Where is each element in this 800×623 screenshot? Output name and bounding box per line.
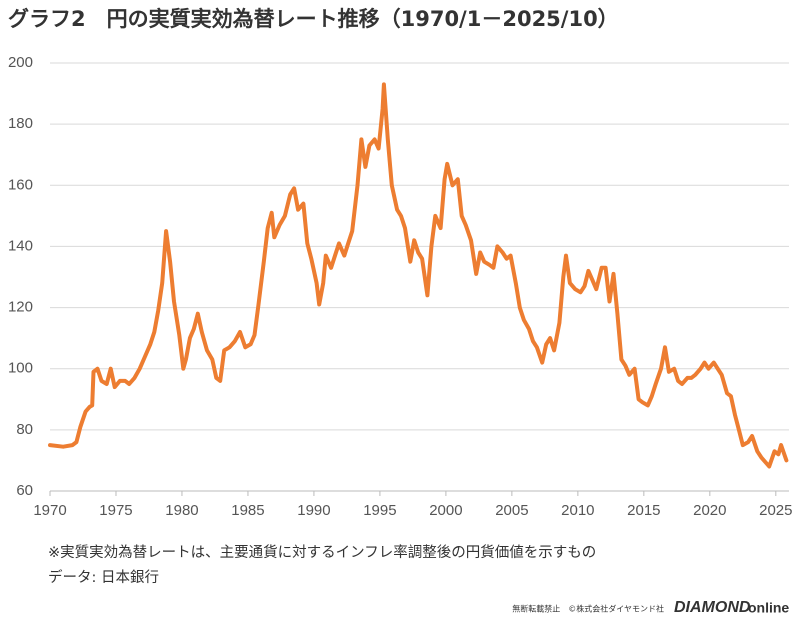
y-tick-label: 60 bbox=[16, 482, 33, 499]
y-tick-label: 120 bbox=[8, 299, 33, 316]
y-tick-label: 80 bbox=[16, 421, 33, 438]
logo: online bbox=[748, 600, 789, 616]
y-tick-label: 140 bbox=[8, 237, 33, 254]
x-tick-label: 1980 bbox=[165, 502, 198, 519]
x-tick-label: 1995 bbox=[363, 502, 396, 519]
copyright: 無断転載禁止 ©株式会社ダイヤモンド社 bbox=[512, 604, 664, 614]
y-tick-label: 100 bbox=[8, 360, 33, 377]
chart-title: グラフ2 円の実質実効為替レート推移（1970/1－2025/10） bbox=[8, 7, 619, 31]
line bbox=[48, 82, 789, 469]
x-tick-label: 2015 bbox=[627, 502, 660, 519]
x-tick-label: 1990 bbox=[297, 502, 330, 519]
note: ※実質実効為替レートは、主要通貨に対するインフレ率調整後の円貨価値を示すもの bbox=[48, 543, 596, 561]
y-tick-label: 160 bbox=[8, 176, 33, 193]
x-tick-label: 2000 bbox=[429, 502, 462, 519]
x-tick-label: 2005 bbox=[495, 502, 528, 519]
x-tick-label: 1975 bbox=[99, 502, 132, 519]
x-tick-label: 1970 bbox=[33, 502, 66, 519]
logo: DIAMOND bbox=[674, 599, 751, 616]
x-tick-label: 1985 bbox=[231, 502, 264, 519]
note: データ: 日本銀行 bbox=[48, 568, 159, 586]
x-tick-label: 2025 bbox=[759, 502, 792, 519]
x-tick-label: 2020 bbox=[693, 502, 726, 519]
y-tick-label: 200 bbox=[8, 54, 33, 71]
y-tick-label: 180 bbox=[8, 115, 33, 132]
x-tick-label: 2010 bbox=[561, 502, 594, 519]
